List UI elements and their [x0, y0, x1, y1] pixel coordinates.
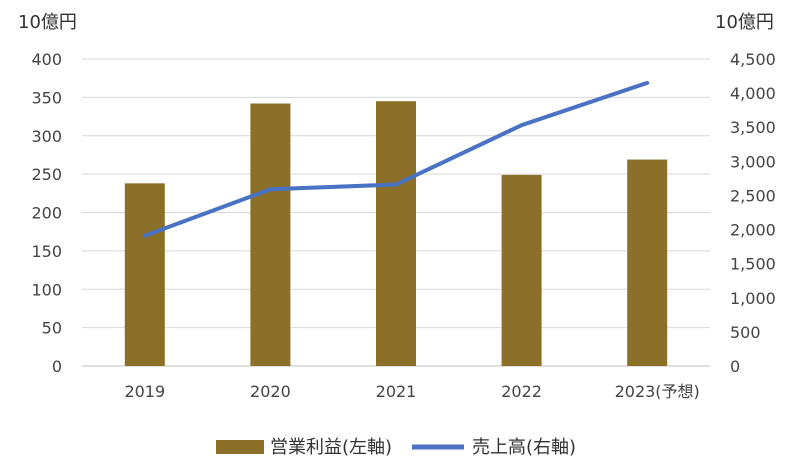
left-axis-tick-label: 300: [31, 127, 62, 146]
left-axis-tick-label: 100: [31, 280, 62, 299]
left-axis-unit: 10億円: [18, 12, 77, 33]
left-axis-ticks: 0 50 100 150 200 250 300 350 400: [31, 50, 62, 376]
right-axis-tick-label: 4,500: [730, 50, 776, 69]
bar-series: [124, 101, 668, 367]
legend-label-sales: 売上高(右軸): [472, 437, 576, 458]
right-axis-tick-label: 1,000: [730, 289, 776, 308]
legend: 営業利益(左軸) 売上高(右軸): [216, 437, 576, 458]
bar-2021: [376, 101, 416, 367]
right-axis-tick-label: 2,500: [730, 186, 776, 205]
left-axis-tick-label: 400: [31, 50, 62, 69]
right-axis-ticks: 0 500 1,000 1,500 2,000 2,500 3,000 3,500 4,000 4…: [730, 50, 776, 376]
left-axis-tick-label: 200: [31, 204, 62, 223]
right-axis-tick-label: 1,500: [730, 255, 776, 274]
right-axis-unit: 10億円: [715, 12, 774, 33]
x-axis-tick-label: 2019: [124, 382, 165, 401]
x-axis-tick-label: 2021: [376, 382, 417, 401]
left-axis-tick-label: 250: [31, 165, 62, 184]
legend-swatch-operating-profit: [216, 440, 264, 454]
x-axis-tick-label: 2020: [250, 382, 291, 401]
x-axis-tick-label: 2023(予想): [615, 382, 700, 401]
bar-2023(予想): [627, 159, 668, 366]
legend-label-operating-profit: 営業利益(左軸): [270, 437, 392, 458]
right-axis-tick-label: 4,000: [730, 84, 776, 103]
bar-2020: [250, 103, 291, 366]
bar-2019: [124, 183, 165, 366]
bar-2022: [501, 174, 542, 366]
right-axis-tick-label: 0: [730, 357, 740, 376]
x-axis-ticks: 2019 2020 2021 2022 2023(予想): [124, 382, 699, 401]
left-axis-tick-label: 0: [52, 357, 62, 376]
left-axis-tick-label: 350: [31, 88, 62, 107]
line-series: [142, 80, 650, 238]
x-axis-tick-label: 2022: [501, 382, 542, 401]
left-axis-tick-label: 150: [31, 242, 62, 261]
right-axis-tick-label: 500: [730, 323, 761, 342]
right-axis-tick-label: 2,000: [730, 221, 776, 240]
right-axis-tick-label: 3,000: [730, 152, 776, 171]
right-axis-tick-label: 3,500: [730, 118, 776, 137]
left-axis-tick-label: 50: [42, 319, 62, 338]
